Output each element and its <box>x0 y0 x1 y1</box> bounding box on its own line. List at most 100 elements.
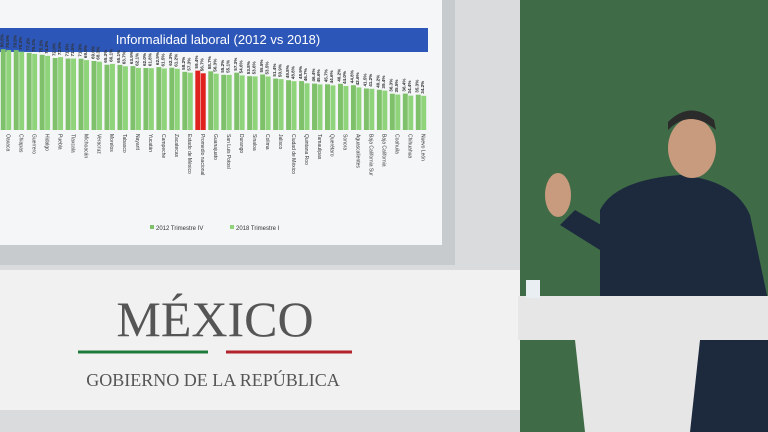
bar <box>408 95 414 130</box>
value-label: 71.3% <box>77 44 82 57</box>
value-label: 76.1% <box>31 39 36 52</box>
bar <box>174 68 180 130</box>
value-label: 59.4% <box>194 56 199 69</box>
chart-title: Informalidad laboral (2012 vs 2018) <box>116 32 321 47</box>
bar <box>252 76 258 130</box>
bar <box>286 80 292 130</box>
value-label: 78.3% <box>18 37 23 50</box>
bar <box>148 68 154 130</box>
value-label: 35.3% <box>415 80 420 93</box>
value-label: 56.7% <box>199 58 204 71</box>
x-tick-label: Hidalgo <box>43 134 49 151</box>
legend-label: 2012 Trimestre IV <box>156 226 203 232</box>
value-label: 61.8% <box>148 53 153 66</box>
bar <box>325 84 330 130</box>
bar <box>382 90 388 130</box>
bar <box>78 58 84 131</box>
bar <box>402 93 408 130</box>
value-label: 68.3% <box>96 47 101 60</box>
bar <box>84 60 89 130</box>
legend-swatch <box>230 225 234 229</box>
bar <box>278 79 284 130</box>
value-label: 39.4% <box>381 76 386 89</box>
speaker-hair <box>668 110 716 130</box>
x-tick-label: Zacatecas <box>173 134 179 158</box>
bar <box>156 67 162 130</box>
value-label: 53.8% <box>246 61 251 74</box>
bar <box>71 58 77 130</box>
x-tick-label: Yucatán <box>147 134 153 152</box>
podium <box>518 296 768 432</box>
bar <box>0 49 6 131</box>
value-label: 69.9% <box>83 45 88 58</box>
bar <box>52 58 58 130</box>
x-tick-label: Campeche <box>160 134 166 158</box>
bar <box>169 67 175 130</box>
value-label: 46.4% <box>311 69 316 82</box>
x-tick-label: Ciudad de México <box>290 134 296 174</box>
x-tick-label: San Luis Potosí <box>225 134 231 170</box>
x-tick-label: Promedio nacional <box>199 134 205 175</box>
speaker-head <box>668 118 716 178</box>
bar <box>130 66 136 130</box>
bar <box>26 52 32 130</box>
value-label: 36.4% <box>402 79 407 92</box>
bar <box>91 61 97 130</box>
bar <box>200 73 206 130</box>
value-label: 41.2% <box>368 74 373 87</box>
x-tick-label: Durango <box>238 134 244 153</box>
x-tick-label: Sinaloa <box>251 134 257 151</box>
bar <box>135 67 141 130</box>
backdrop-subtitle: GOBIERNO DE LA REPÚBLICA <box>86 369 340 390</box>
x-tick-label: Coahuila <box>394 134 400 154</box>
bar <box>273 78 279 130</box>
value-label: 50.9% <box>277 64 282 77</box>
value-label: 66.1% <box>109 49 114 62</box>
bar <box>117 64 123 130</box>
bar <box>363 88 369 130</box>
x-tick-label: Aguascalientes <box>355 134 361 168</box>
value-label: 40.2% <box>376 75 381 88</box>
bar <box>389 93 395 130</box>
x-tick-label: Baja California Sur <box>368 134 374 176</box>
x-tick-label: Morelos <box>108 134 114 152</box>
value-label: 55.2% <box>220 60 225 73</box>
value-label: 35.5% <box>394 79 399 92</box>
x-tick-label: Tabasco <box>121 134 127 153</box>
value-label: 61.5% <box>161 53 166 66</box>
x-tick-label: Chiapas <box>17 134 23 153</box>
value-label: 79.9% <box>12 35 17 48</box>
value-label: 77.2% <box>25 38 30 51</box>
bar <box>299 81 305 130</box>
value-label: 65.3% <box>103 50 108 63</box>
value-label: 48.8% <box>290 66 295 79</box>
bar <box>109 63 115 130</box>
value-label: 45.7% <box>324 69 329 82</box>
bar <box>104 64 110 130</box>
bar <box>317 84 323 130</box>
x-tick-label: Michoacán <box>82 134 88 158</box>
bar <box>195 70 201 130</box>
bar <box>415 94 421 130</box>
bar <box>239 75 245 130</box>
value-label: 58.7% <box>207 56 212 69</box>
bar <box>421 95 427 130</box>
value-label: 53.5% <box>264 61 269 74</box>
x-tick-label: Colima <box>264 134 270 150</box>
bar <box>6 50 12 130</box>
value-label: 34.2% <box>420 81 425 94</box>
bar <box>312 83 317 130</box>
x-tick-label: Jalisco <box>277 134 283 150</box>
value-label: 62.3% <box>168 53 173 66</box>
x-tick-label: Tlaxcala <box>69 134 75 153</box>
value-label: 75.2% <box>38 40 43 53</box>
x-tick-label: Querétaro <box>329 134 335 157</box>
bar <box>343 86 349 130</box>
value-label: 44.0% <box>342 71 347 84</box>
x-tick-label: Guerrero <box>30 134 36 154</box>
x-tick-label: Sonora <box>342 134 348 150</box>
bar <box>291 81 297 130</box>
x-tick-label: Estado de México <box>186 134 192 174</box>
bar <box>330 85 336 130</box>
